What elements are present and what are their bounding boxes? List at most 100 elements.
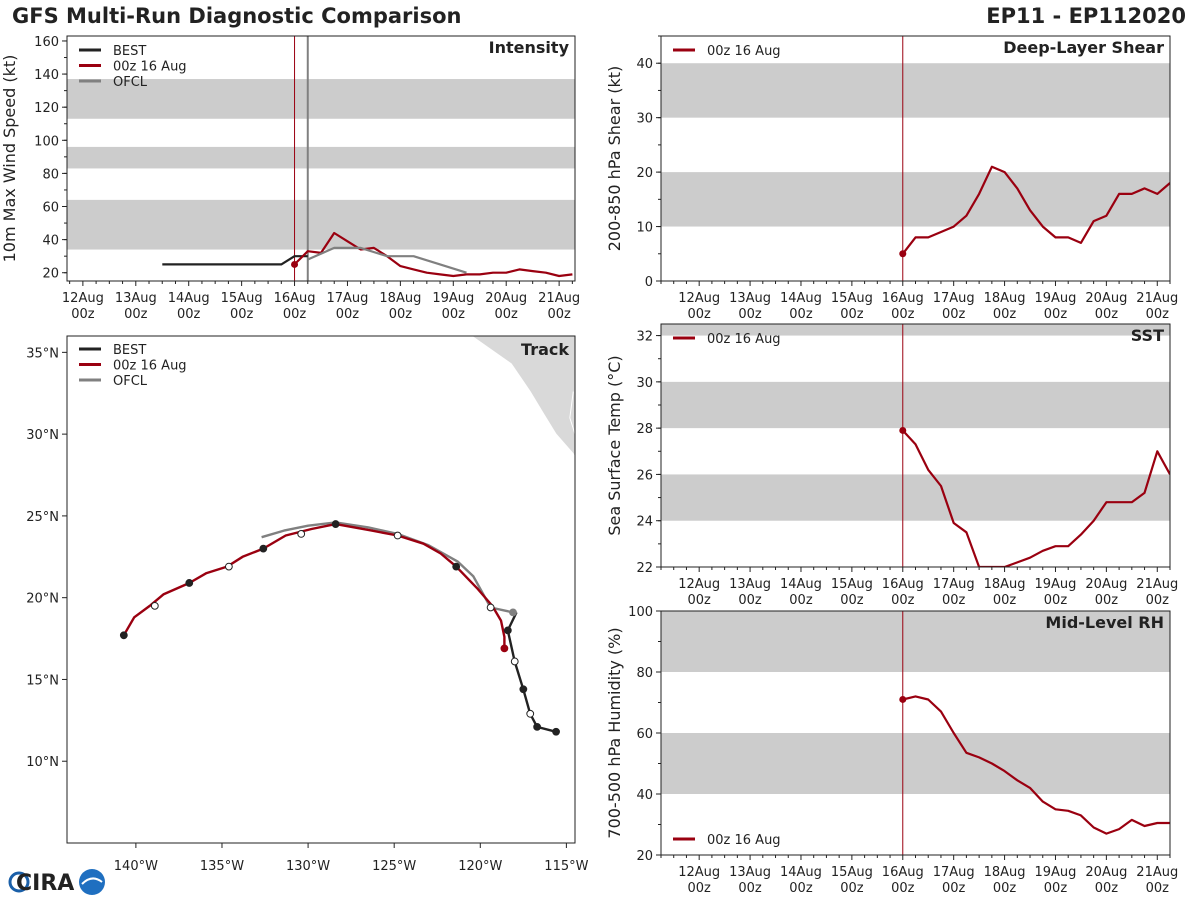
x-tick-label-day: 21Aug [538, 291, 580, 306]
x-tick-label-day: 16Aug [882, 577, 924, 592]
best-track-point [533, 722, 542, 731]
x-tick-label-hour: 00z [389, 307, 413, 322]
x-tick-label-day: 17Aug [326, 291, 368, 306]
x-tick-label-day: 18Aug [984, 577, 1026, 592]
x-tick-label-hour: 00z [1044, 593, 1068, 608]
y-tick-label: 32 [636, 330, 653, 345]
sst-panel: 22242628303212Aug00z13Aug00z14Aug00z15Au… [605, 323, 1178, 608]
best-track-point [510, 657, 519, 666]
series-start-point [899, 250, 907, 258]
x-tick-label-day: 20Aug [485, 291, 527, 306]
best-track-point [552, 727, 560, 736]
intensity-panel: 2040608010012014016012Aug00z13Aug00z14Au… [0, 35, 580, 322]
gfs-track-point [331, 520, 340, 528]
y-tick-label: 26 [636, 468, 653, 483]
gfs-track-point [185, 579, 194, 587]
x-tick-label-day: 19Aug [1035, 577, 1077, 592]
legend-label: 00z 16 Aug [707, 44, 781, 59]
gfs-track-point [297, 529, 306, 538]
track-panel: 140°W 135°W 130°W 125°W 120°W 115°W 10°N 15°N 20… [26, 335, 589, 874]
y-tick-label: 20 [42, 267, 59, 282]
y-axis-label: 200-850 hPa Shear (kt) [605, 66, 624, 252]
shade-band-1 [67, 146, 575, 169]
y-tick-label: 28 [636, 422, 653, 437]
x-tick-label-hour: 00z [738, 307, 762, 322]
axes-frame [66, 335, 576, 844]
series-start-point [291, 260, 299, 268]
x-tick-label-hour: 00z [687, 881, 711, 896]
storm-id: EP11 - EP112020 [986, 4, 1186, 28]
lat-tick-label: 25°N [26, 510, 59, 525]
best-track-point [503, 626, 512, 635]
x-tick-label-day: 21Aug [1136, 865, 1178, 880]
y-tick-label: 160 [34, 35, 59, 50]
x-tick-label-hour: 00z [891, 881, 915, 896]
x-tick-label-day: 14Aug [168, 291, 210, 306]
panel-title: SST [1131, 326, 1164, 345]
x-tick-label-day: 12Aug [62, 291, 104, 306]
x-tick-label-day: 13Aug [729, 291, 771, 306]
gfs-track-point [224, 562, 233, 571]
x-tick-label-day: 18Aug [379, 291, 421, 306]
x-tick-label-hour: 00z [891, 593, 915, 608]
series-line-ofcl [307, 246, 467, 274]
x-tick-label-hour: 00z [942, 307, 966, 322]
y-axis-label: 10m Max Wind Speed (kt) [0, 55, 19, 263]
gulf-coastline [569, 391, 575, 435]
x-tick-label-hour: 00z [840, 307, 864, 322]
x-tick-label-day: 20Aug [1085, 291, 1127, 306]
y-axis-label: Sea Surface Temp (°C) [605, 355, 624, 535]
series-line-gfs [902, 695, 1170, 835]
x-tick-label-day: 21Aug [1136, 577, 1178, 592]
ofcl-track-point [509, 608, 517, 617]
y-tick-label: 60 [42, 201, 59, 216]
x-tick-label-day: 16Aug [274, 291, 316, 306]
y-tick-label: 40 [42, 234, 59, 249]
shade-band-1 [661, 611, 1170, 672]
x-tick-label-day: 14Aug [780, 577, 822, 592]
best-track-point [519, 685, 528, 694]
y-tick-label: 30 [636, 112, 653, 127]
cira-logo: CIRA [6, 866, 106, 898]
x-tick-label-day: 16Aug [882, 865, 924, 880]
rh-panel: 2040608010012Aug00z13Aug00z14Aug00z15Aug… [605, 605, 1178, 896]
x-tick-label-hour: 00z [230, 307, 254, 322]
y-tick-label: 24 [636, 515, 653, 530]
x-tick-label-day: 12Aug [678, 865, 720, 880]
y-tick-label: 22 [636, 561, 653, 576]
y-tick-label: 30 [636, 376, 653, 391]
x-tick-label-hour: 00z [336, 307, 360, 322]
ofcl-track-point [486, 603, 495, 612]
x-tick-label-hour: 00z [1146, 593, 1170, 608]
gfs-track-point [119, 631, 128, 640]
shade-band-0 [661, 172, 1170, 227]
gfs-track-point [259, 544, 268, 553]
series-line-gfs [293, 231, 573, 278]
lon-tick-label: 135°W [200, 859, 244, 874]
x-tick-label-day: 15Aug [831, 865, 873, 880]
lon-tick-label: 125°W [372, 859, 416, 874]
x-tick-label-hour: 00z [1044, 307, 1068, 322]
x-tick-label-hour: 00z [1095, 881, 1119, 896]
lat-tick-label: 35°N [26, 346, 59, 361]
y-tick-label: 140 [34, 68, 59, 83]
x-tick-label-hour: 00z [442, 307, 466, 322]
x-tick-label-day: 18Aug [984, 291, 1026, 306]
x-tick-label-day: 20Aug [1085, 865, 1127, 880]
shade-band-0 [661, 733, 1170, 794]
x-tick-label-hour: 00z [942, 881, 966, 896]
y-tick-label: 40 [636, 57, 653, 72]
x-tick-label-day: 14Aug [780, 291, 822, 306]
x-tick-label-day: 14Aug [780, 865, 822, 880]
logo-seal-icon [79, 869, 105, 895]
x-tick-label-day: 13Aug [115, 291, 157, 306]
y-tick-label: 20 [636, 849, 653, 864]
gfs-track-point [500, 644, 509, 653]
y-tick-label: 60 [636, 727, 653, 742]
lon-tick-label: 140°W [114, 859, 158, 874]
x-tick-label-hour: 00z [891, 307, 915, 322]
x-tick-label-day: 17Aug [933, 577, 975, 592]
shade-band-2 [661, 324, 1170, 336]
x-tick-label-day: 12Aug [678, 291, 720, 306]
